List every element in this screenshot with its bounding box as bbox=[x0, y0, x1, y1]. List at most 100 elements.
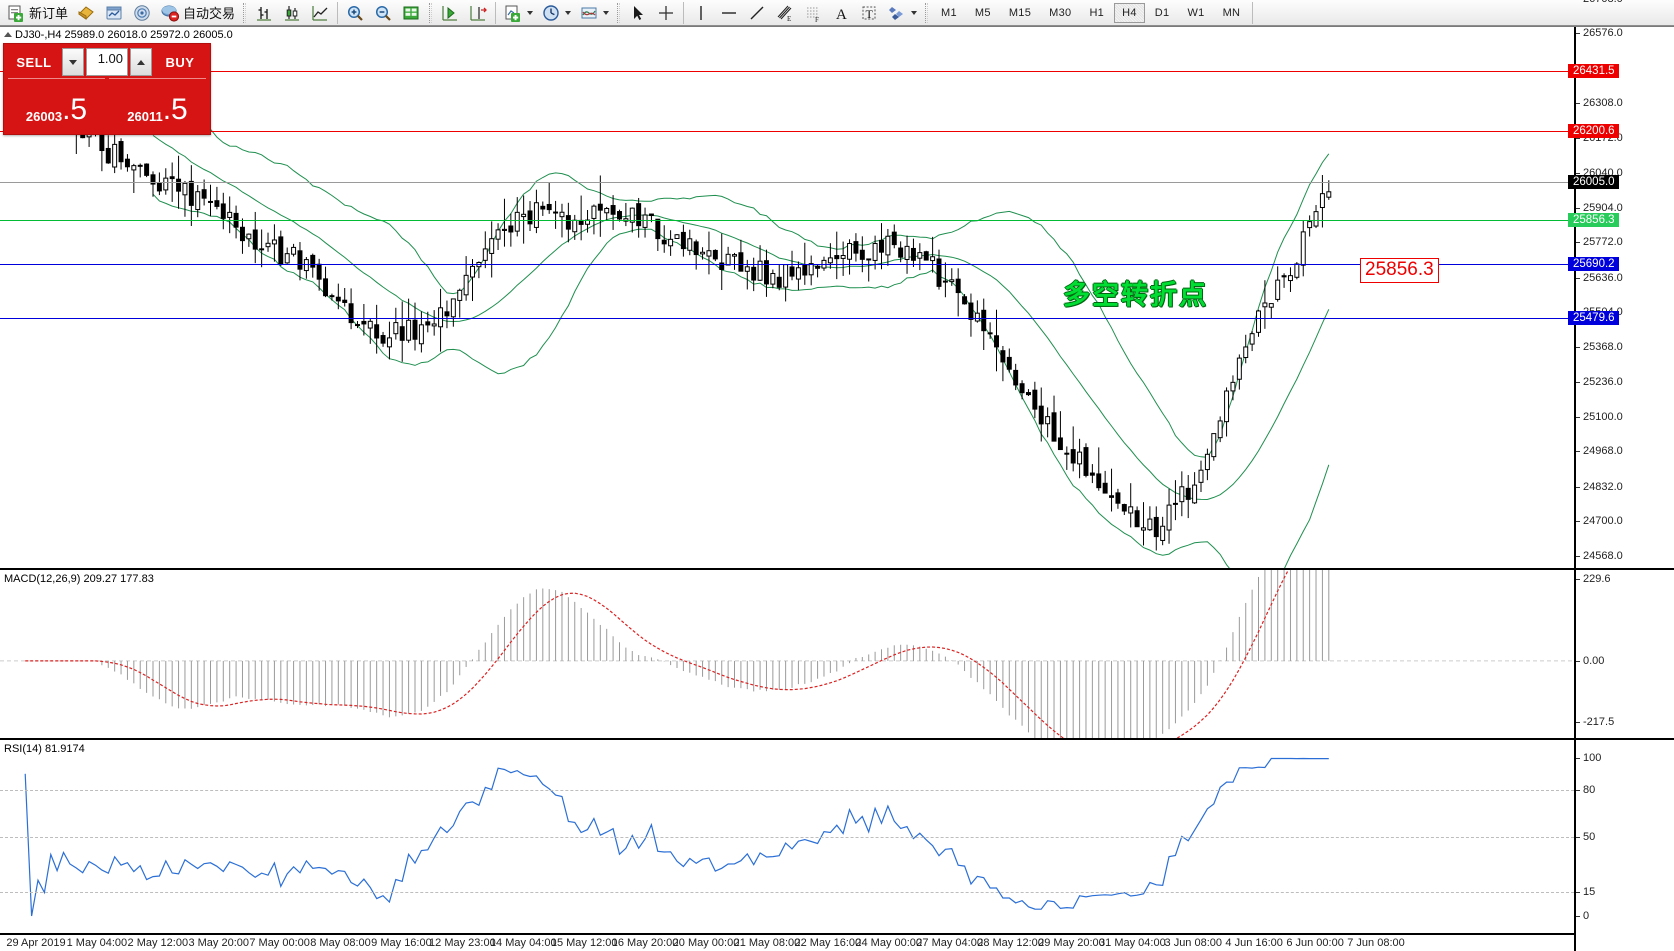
pane-separator-2[interactable] bbox=[0, 738, 1674, 740]
candlestick-chart-icon bbox=[282, 3, 302, 23]
data-window-button[interactable] bbox=[100, 1, 128, 25]
volume-input[interactable]: 1.00 bbox=[86, 48, 128, 76]
expert-advisors-icon bbox=[76, 3, 96, 23]
sell-price-button[interactable]: 26003 .5 bbox=[8, 78, 105, 128]
macd-pane[interactable]: MACD(12,26,9) 209.27 177.83 229.6 0.00 -21… bbox=[0, 570, 1674, 738]
current-price-line[interactable] bbox=[0, 181, 1574, 183]
indicators-button[interactable] bbox=[499, 1, 537, 25]
volume-increase-button[interactable] bbox=[130, 48, 152, 76]
price-pane[interactable]: 多空转折点 25856.3 26708.026576.026308.026172… bbox=[0, 0, 1674, 568]
rsi-tick: 0 bbox=[1576, 910, 1589, 922]
timeframe-d1-button[interactable]: D1 bbox=[1154, 6, 1170, 19]
time-axis-label: 8 May 08:00 bbox=[310, 937, 371, 949]
new-order-button[interactable]: 新订单 bbox=[2, 1, 72, 25]
crosshair-button[interactable] bbox=[652, 1, 680, 25]
price-label-black[interactable]: 26005.0 bbox=[1568, 174, 1619, 189]
toolbar-divider-1 bbox=[337, 1, 339, 24]
price-label-blue[interactable]: 25690.2 bbox=[1568, 256, 1619, 271]
templates-dropdown-caret[interactable] bbox=[603, 10, 610, 15]
price-label-red[interactable]: 26200.6 bbox=[1568, 123, 1619, 138]
templates-button[interactable] bbox=[575, 1, 613, 25]
vertical-line-button[interactable] bbox=[687, 1, 715, 25]
pane-separator-1[interactable] bbox=[0, 568, 1674, 570]
time-axis-label: 24 May 00:00 bbox=[855, 937, 923, 949]
timeframe-h4-button[interactable]: H4 bbox=[1114, 2, 1145, 23]
zoom-out-button[interactable] bbox=[369, 1, 397, 25]
price-label-blue[interactable]: 25479.6 bbox=[1568, 311, 1619, 326]
period-button[interactable] bbox=[537, 1, 575, 25]
macd-scale[interactable]: 229.6 0.00 -217.5 bbox=[1574, 570, 1674, 738]
text-label-button[interactable]: T bbox=[855, 1, 883, 25]
equidistant-channel-icon: E bbox=[775, 3, 795, 23]
timeframe-m1-button[interactable]: M1 bbox=[941, 6, 957, 19]
volume-decrease-button[interactable] bbox=[62, 48, 84, 76]
timeframe-mn-button[interactable]: MN bbox=[1222, 6, 1241, 19]
time-axis-label: 31 May 04:00 bbox=[1099, 937, 1166, 949]
data-window-icon bbox=[104, 3, 124, 23]
period-dropdown-caret[interactable] bbox=[565, 10, 572, 15]
timeframe-h1-button[interactable]: H1 bbox=[1089, 6, 1105, 19]
fibonacci-button[interactable]: F bbox=[799, 1, 827, 25]
fibonacci-icon: F bbox=[803, 3, 823, 23]
rsi-scale[interactable]: 100 80 50 15 0 bbox=[1574, 740, 1674, 934]
trendline-button[interactable] bbox=[743, 1, 771, 25]
time-axis-label: 3 Jun 08:00 bbox=[1164, 937, 1223, 949]
sell-label: SELL bbox=[16, 54, 52, 70]
price-tick: 26308.0 bbox=[1576, 97, 1623, 109]
horizontal-line-button[interactable] bbox=[715, 1, 743, 25]
navigator-button[interactable] bbox=[128, 1, 156, 25]
rsi-tick: 80 bbox=[1576, 784, 1595, 796]
axis-corner bbox=[1574, 933, 1674, 951]
price-scale[interactable]: 26708.026576.026308.026172.026040.025904… bbox=[1568, 0, 1674, 568]
expert-advisors-button[interactable] bbox=[72, 1, 100, 25]
grid-button[interactable] bbox=[397, 1, 425, 25]
shapes-icon bbox=[887, 3, 907, 23]
templates-icon bbox=[579, 3, 599, 23]
one-click-trading-panel[interactable]: SELL 1.00 BUY 26003 .5 bbox=[3, 43, 211, 135]
candlestick-chart-button[interactable] bbox=[278, 1, 306, 25]
timeframe-w1-button[interactable]: W1 bbox=[1187, 6, 1205, 19]
cursor-button[interactable] bbox=[624, 1, 652, 25]
auto-scroll-button[interactable] bbox=[436, 1, 464, 25]
navigator-icon bbox=[132, 3, 152, 23]
time-axis-label: 2 May 12:00 bbox=[127, 937, 189, 949]
shapes-button[interactable] bbox=[883, 1, 921, 25]
resistance-line-1[interactable] bbox=[0, 68, 1578, 74]
timeframe-m15-button[interactable]: M15 bbox=[1008, 6, 1032, 19]
shapes-dropdown-caret[interactable] bbox=[911, 10, 918, 15]
time-axis[interactable]: 29 Apr 2019 1 May 04:00 2 May 12:00 3 May 2… bbox=[0, 933, 1674, 951]
rsi-plot bbox=[24, 757, 1329, 917]
line-chart-button[interactable] bbox=[306, 1, 334, 25]
buy-price-integer: 26011 bbox=[127, 109, 163, 124]
collapse-triangle-icon[interactable] bbox=[4, 32, 12, 37]
equidistant-channel-button[interactable]: E bbox=[771, 1, 799, 25]
timeframe-m5-button[interactable]: M5 bbox=[974, 6, 991, 19]
toolbar-divider-2 bbox=[495, 1, 497, 24]
time-axis-label: 14 May 04:00 bbox=[489, 937, 557, 949]
macd-plot bbox=[0, 570, 1574, 738]
bar-chart-button[interactable] bbox=[250, 1, 278, 25]
auto-scroll-icon bbox=[440, 3, 460, 23]
svg-text:A: A bbox=[836, 7, 847, 23]
chart-shift-button[interactable] bbox=[464, 1, 492, 25]
resistance-line-2[interactable] bbox=[0, 128, 1578, 134]
price-label-red[interactable]: 26431.5 bbox=[1568, 63, 1619, 78]
zoom-in-button[interactable] bbox=[341, 1, 369, 25]
timeframe-m30-button[interactable]: M30 bbox=[1049, 6, 1072, 19]
time-axis-label: 4 Jun 16:00 bbox=[1225, 937, 1283, 949]
rsi-pane[interactable]: RSI(14) 81.9174 100 80 50 15 0 bbox=[0, 740, 1674, 934]
pivot-line[interactable] bbox=[0, 218, 1578, 224]
support-line-2[interactable] bbox=[0, 316, 1578, 322]
support-line-1[interactable] bbox=[0, 261, 1578, 267]
buy-price-button[interactable]: 26011 .5 bbox=[109, 78, 206, 128]
price-label-green[interactable]: 25856.3 bbox=[1568, 213, 1619, 228]
indicators-dropdown-caret[interactable] bbox=[527, 10, 534, 15]
autotrading-button[interactable]: 自动交易 bbox=[156, 1, 239, 25]
rsi-level-line bbox=[0, 837, 1574, 838]
time-axis-label: 22 May 16:00 bbox=[794, 937, 862, 949]
text-button[interactable]: A bbox=[827, 1, 855, 25]
price-tick: 25236.0 bbox=[1576, 376, 1623, 388]
rsi-tick: 100 bbox=[1576, 752, 1601, 764]
toolbar-separator-3 bbox=[617, 2, 621, 23]
